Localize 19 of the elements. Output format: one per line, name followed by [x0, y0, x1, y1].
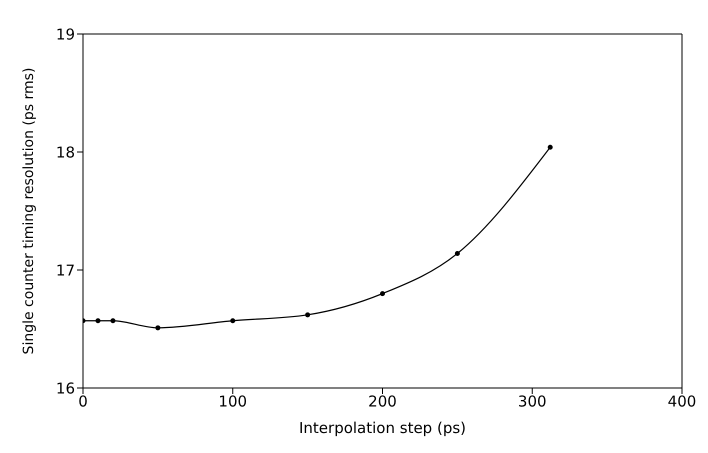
- point: [110, 318, 116, 324]
- point: [454, 250, 460, 256]
- x-tick-label: 300: [518, 392, 547, 411]
- point: [230, 318, 236, 324]
- x-axis-title: Interpolation step (ps): [298, 419, 466, 437]
- point: [305, 312, 310, 318]
- point: [155, 325, 160, 330]
- x-tick-label: 0: [78, 392, 88, 411]
- y-tick-label: 17: [56, 261, 75, 280]
- y-tick-label: 19: [56, 25, 75, 44]
- point: [95, 318, 100, 324]
- x-tick-label: 100: [218, 392, 248, 411]
- x-tick-label: 200: [368, 392, 397, 411]
- x-tick-label: 400: [668, 392, 696, 411]
- point: [548, 144, 553, 150]
- y-axis-title: Single counter timing resolution (ps rms): [20, 68, 37, 354]
- y-tick-label: 16: [56, 379, 75, 398]
- y-tick-label: 18: [56, 143, 75, 162]
- point: [380, 291, 385, 296]
